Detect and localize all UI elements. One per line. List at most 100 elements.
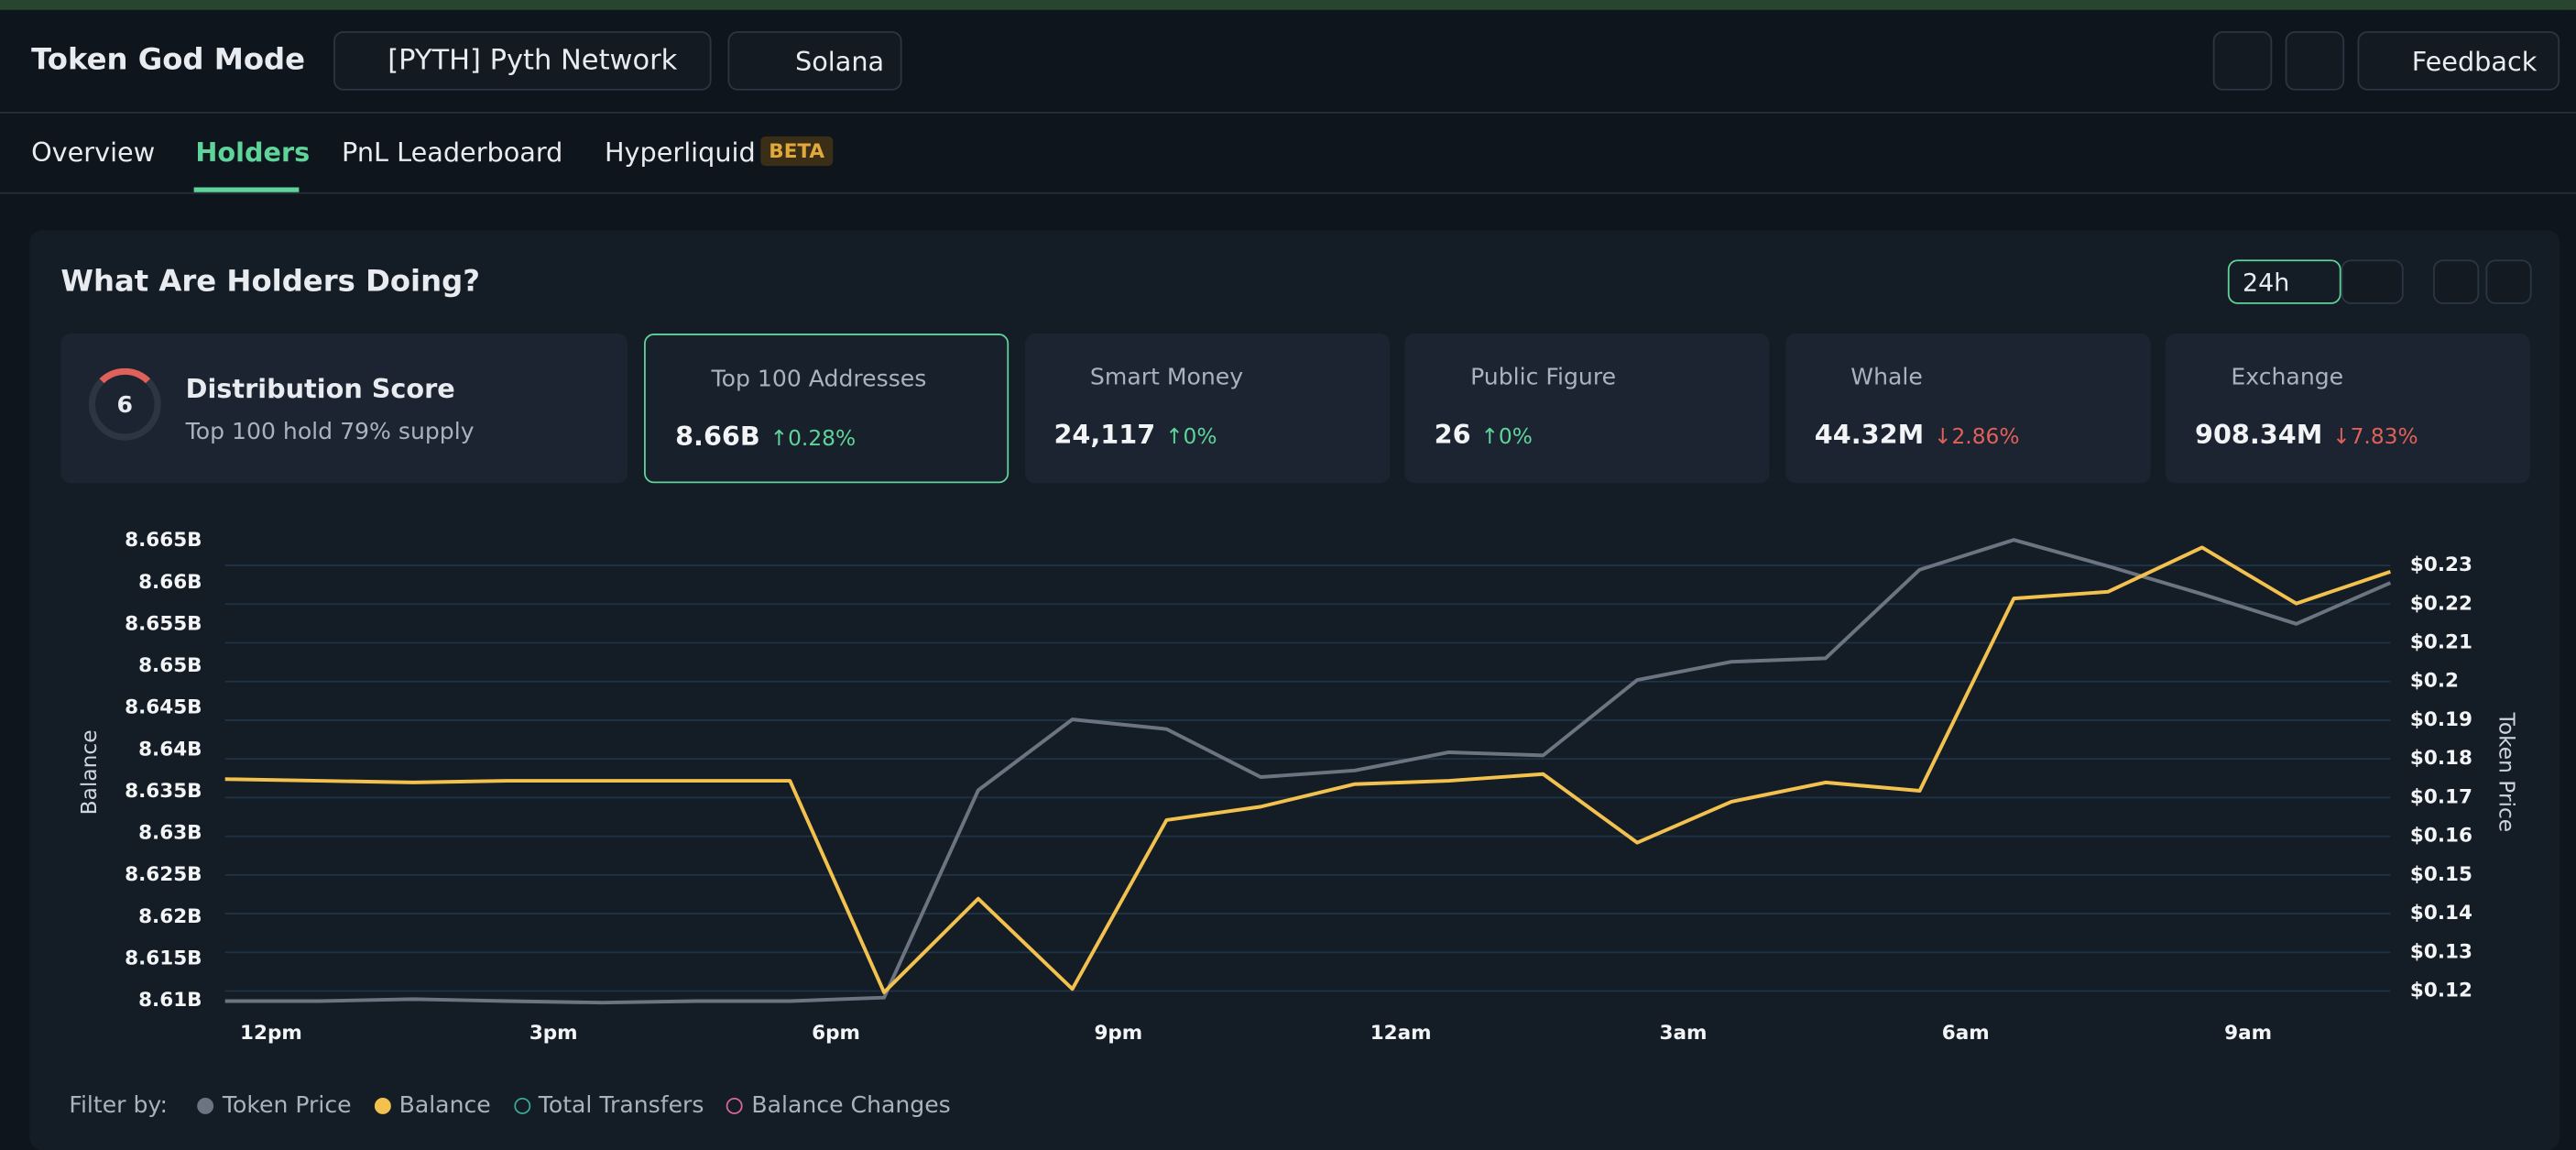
- card-title: Public Figure: [1470, 365, 1617, 391]
- period-select[interactable]: 24h: [2227, 259, 2341, 304]
- card-value: 26 ↑0%: [1435, 419, 1533, 450]
- y2-tick-label: $0.19: [2410, 708, 2472, 731]
- change: 2.86%: [1951, 425, 2020, 451]
- y2-tick-label: $0.12: [2410, 980, 2472, 1002]
- legend-text: Balance: [398, 1092, 491, 1120]
- chart: Balance Token Price $0.12 $0.13 $0.14 $0.15…: [77, 529, 2518, 1045]
- y2-tick-label: $0.22: [2410, 592, 2472, 615]
- score: 6: [116, 392, 134, 420]
- card-title: Whale: [1850, 365, 1923, 391]
- y2-tick-label: $0.16: [2410, 825, 2472, 848]
- y2-tick-label: $0.17: [2410, 785, 2472, 808]
- token-select[interactable]: [PYTH] Pyth Network: [333, 31, 712, 91]
- card-title: Exchange: [2231, 365, 2344, 391]
- x-tick-label: 12am: [1370, 1022, 1432, 1045]
- legend-item[interactable]: Balance: [374, 1092, 491, 1120]
- arrow: ↓: [2332, 425, 2351, 451]
- stat-card[interactable]: Whale 44.32M ↓2.86%: [1785, 334, 2150, 484]
- y-tick-label: 8.665B: [125, 529, 202, 552]
- y-tick-label: 8.64B: [138, 738, 202, 761]
- legend-swatch: [374, 1097, 391, 1114]
- card-value: 44.32M ↓2.86%: [1815, 419, 2020, 450]
- card-value: 8.66B ↑0.28%: [675, 421, 856, 452]
- value: 908.34M: [2194, 419, 2323, 451]
- legend-item[interactable]: Token Price: [198, 1093, 352, 1120]
- arrow: ↑: [1480, 425, 1499, 451]
- y-axis-title: Balance: [77, 729, 102, 815]
- beta-badge: BETA: [760, 136, 834, 167]
- value: 44.32M: [1814, 419, 1925, 451]
- y-tick-label: 8.655B: [125, 612, 202, 635]
- stat-card[interactable]: Top 100 Addresses 8.66B ↑0.28%: [644, 334, 1010, 484]
- y-tick-label: 8.645B: [125, 696, 202, 719]
- value: 8.66B: [675, 421, 760, 453]
- fullscreen-button[interactable]: [2433, 259, 2480, 304]
- x-tick-label: 9am: [2224, 1022, 2272, 1045]
- legend-text: Total Transfers: [538, 1092, 704, 1120]
- value: 26: [1434, 419, 1471, 451]
- legend: Filter by: Token Price Balance Total Trans…: [69, 1093, 950, 1120]
- legend-text: Balance Changes: [751, 1092, 951, 1120]
- legend-item[interactable]: Total Transfers: [513, 1092, 704, 1120]
- top-bar: [0, 0, 2576, 10]
- x-tick-label: 12pm: [240, 1022, 302, 1045]
- calendar-button[interactable]: [2341, 259, 2404, 304]
- feedback-label: Feedback: [2411, 46, 2538, 78]
- change: 0.28%: [788, 427, 857, 453]
- change: 0%: [1183, 425, 1217, 451]
- x-tick-label: 6pm: [812, 1022, 860, 1045]
- tab[interactable]: PnL Leaderboard: [342, 136, 563, 168]
- distribution-card[interactable]: 6 Distribution Score Top 100 hold 79% su…: [60, 334, 628, 484]
- y-tick-label: 8.61B: [138, 989, 202, 1012]
- y-tick-label: 8.66B: [138, 571, 202, 594]
- card-title: Smart Money: [1089, 365, 1244, 391]
- legend-swatch: [726, 1097, 744, 1114]
- legend-item[interactable]: Balance Changes: [726, 1092, 951, 1120]
- card-value: 908.34M ↓7.83%: [2195, 419, 2418, 450]
- y2-tick-label: $0.14: [2410, 902, 2472, 925]
- card-value: 24,117 ↑0%: [1053, 419, 1217, 450]
- y-tick-label: 8.63B: [138, 822, 202, 845]
- tab[interactable]: Hyperliquid: [604, 136, 756, 168]
- legend-text: Token Price: [222, 1092, 352, 1120]
- feedback-button[interactable]: Feedback: [2357, 31, 2560, 91]
- change: 0%: [1498, 425, 1533, 451]
- value: 24,117: [1053, 419, 1156, 451]
- watch-button[interactable]: [2212, 31, 2273, 91]
- collapse-button[interactable]: [2485, 259, 2532, 304]
- distribution-title: Distribution Score: [185, 373, 455, 405]
- distribution-subtitle: Top 100 hold 79% supply: [185, 419, 475, 446]
- stat-card[interactable]: Exchange 908.34M ↓7.83%: [2165, 334, 2530, 484]
- x-tick-label: 3pm: [529, 1022, 578, 1045]
- chain-name: Solana: [795, 46, 885, 78]
- score-ring: [88, 367, 161, 441]
- legend-swatch: [198, 1097, 214, 1114]
- stat-card[interactable]: Public Figure 26 ↑0%: [1404, 334, 1770, 484]
- y2-tick-label: $0.15: [2410, 863, 2472, 886]
- y-tick-label: 8.62B: [138, 905, 202, 928]
- y2-tick-label: $0.13: [2410, 940, 2472, 963]
- arrow: ↑: [1164, 425, 1184, 451]
- y2-axis-title: Token Price: [2494, 712, 2518, 833]
- x-tick-label: 3am: [1659, 1022, 1707, 1045]
- y-tick-label: 8.635B: [125, 780, 202, 803]
- x-tick-label: 6am: [1942, 1022, 1990, 1045]
- series-line: [224, 538, 2392, 1005]
- chain-select[interactable]: Solana: [727, 31, 902, 91]
- y-tick-label: 8.615B: [125, 947, 202, 969]
- stat-card[interactable]: Smart Money 24,117 ↑0%: [1024, 334, 1390, 484]
- pin-button[interactable]: [2285, 31, 2345, 91]
- tab[interactable]: Overview: [31, 136, 156, 168]
- legend-swatch: [513, 1097, 530, 1114]
- y-tick-label: 8.625B: [125, 863, 202, 886]
- tab-active[interactable]: Holders: [195, 136, 311, 168]
- y2-tick-label: $0.18: [2410, 747, 2472, 770]
- period: 24h: [2242, 268, 2290, 298]
- tab-underline: [193, 187, 300, 192]
- token-name: [PYTH] Pyth Network: [387, 44, 678, 78]
- change: 7.83%: [2350, 425, 2418, 451]
- legend-label: Filter by:: [69, 1092, 168, 1120]
- arrow: ↑: [770, 427, 789, 453]
- y2-tick-label: $0.23: [2410, 553, 2472, 576]
